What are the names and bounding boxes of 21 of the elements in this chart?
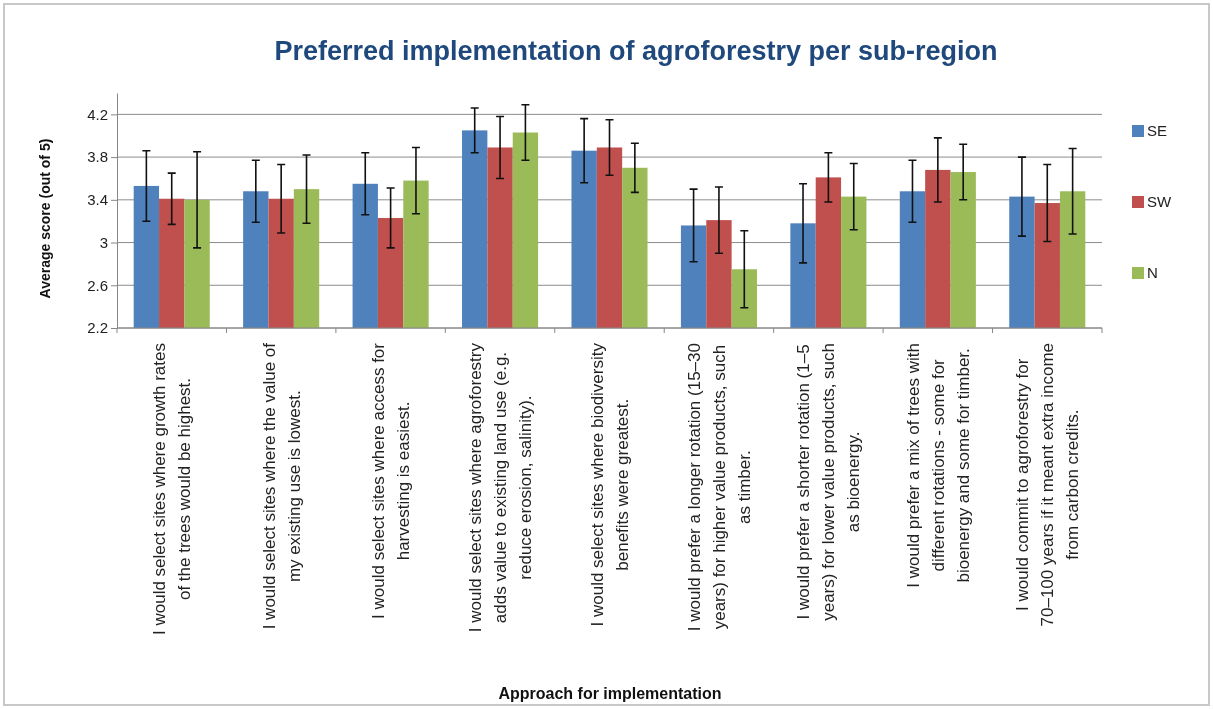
x-tick-label: I would prefer a mix of trees with different rotations - some for bioenergy and some for timber. <box>903 343 973 588</box>
legend-label: N <box>1147 264 1158 282</box>
x-axis-title: Approach for implementation <box>498 685 722 702</box>
y-tick-label: 3 <box>99 233 108 251</box>
chart-title: Preferred implementation of agroforestry per sub-region <box>274 36 998 66</box>
y-tick-label: 2.2 <box>87 319 108 337</box>
y-tick-label: 3.4 <box>87 191 108 209</box>
x-tick-label: I would select sites where biodiversity benefits were greatest. <box>587 342 632 627</box>
x-tick-label: I would commit to agroforestry for 70–100 years if it meant extra income from carbon credits. <box>1013 343 1083 627</box>
x-tick-label: I would select sites where access for harvesting is easiest. <box>369 342 414 619</box>
x-tick-label: I would prefer a shorter rotation (1–5 years) for lower value products, such as bioenergy. <box>794 343 864 621</box>
x-tick-label: I would select sites where growth rates of the trees would be highest. <box>150 343 195 635</box>
x-tick-label: I would select sites where agroforestry adds value to existing land use (e.g. reduce erosion, salinity). <box>466 342 536 633</box>
y-tick-label: 2.6 <box>87 276 108 294</box>
y-tick-label: 3.8 <box>87 148 108 166</box>
legend-label: SW <box>1147 193 1172 211</box>
x-tick-label: I would prefer a longer rotation (15–30 years) for higher value products, such as timber. <box>684 343 754 632</box>
legend-label: SE <box>1147 122 1168 140</box>
y-axis-title: Average score (out of 5) <box>37 138 53 299</box>
x-tick-label: I would select sites where the value of my existing use is lowest. <box>259 342 304 630</box>
y-tick-label: 4.2 <box>87 105 108 123</box>
